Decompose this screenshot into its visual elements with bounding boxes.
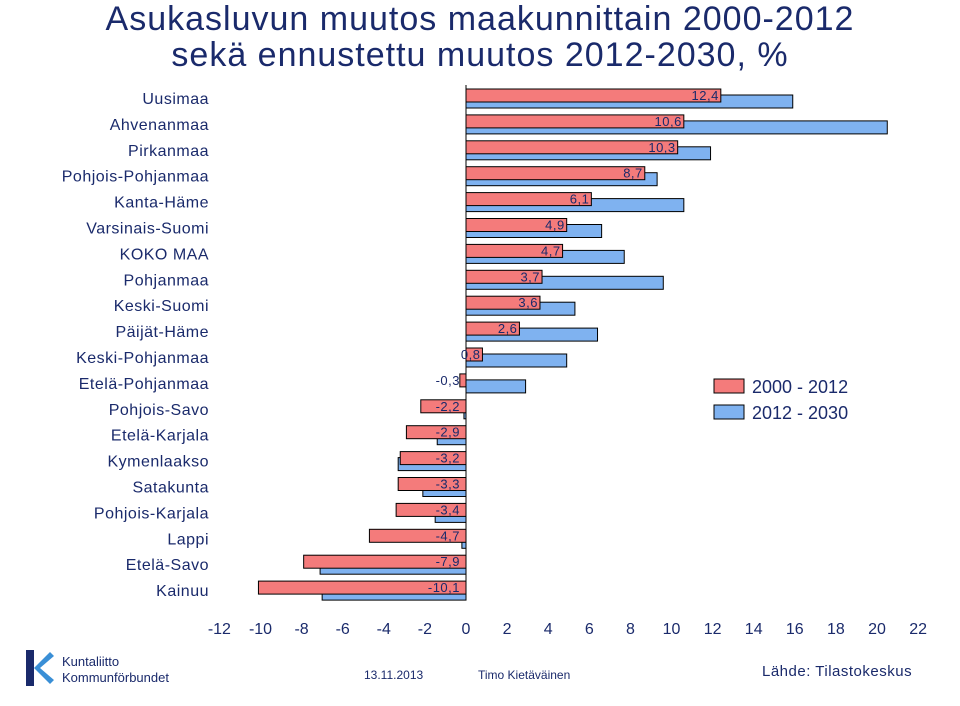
category-label: Varsinais-Suomi	[86, 221, 209, 238]
data-labels: 12,4 10,6 10,3 8,7 6,1 4,9 4,73,7 3,62,6 0,8-0,3…	[428, 88, 719, 595]
x-tick-label: 18	[827, 621, 845, 638]
x-tick-label: 4	[544, 621, 553, 638]
data-label: -0,3	[436, 373, 460, 388]
x-tick-label: -4	[377, 621, 391, 638]
category-label: Pohjois-Pohjanmaa	[62, 169, 209, 186]
footer-author: Timo Kietäväinen	[478, 668, 571, 682]
x-tick-label: 16	[786, 621, 804, 638]
bar-2000-2012	[459, 373, 467, 388]
x-tick-labels: -12 -10 -8 -6 -4 -2 0 2 4 6 8 10 12 14 16 18 20 22	[208, 621, 927, 638]
x-tick-label: 6	[585, 621, 594, 638]
x-tick-label: -12	[208, 621, 231, 638]
chart-title-line1: Asukasluvun muutos maakunnittain 2000-20…	[105, 0, 855, 38]
logo-text-line1: Kuntaliitto	[62, 654, 119, 669]
category-label: Pohjois-Savo	[109, 402, 209, 419]
bar-2000-2012	[465, 140, 679, 155]
category-label: Kymenlaakso	[107, 454, 209, 471]
x-tick-label: 14	[745, 621, 763, 638]
data-label: 3,6	[518, 295, 538, 310]
category-label: Keski-Pohjanmaa	[76, 350, 209, 367]
footer-date: 13.11.2013	[364, 668, 424, 682]
category-label: Uusimaa	[142, 91, 209, 108]
data-label: 10,6	[655, 114, 682, 129]
x-tick-label: 2	[503, 621, 512, 638]
bars	[257, 85, 888, 601]
logo-text-line2: Kommunförbundet	[62, 670, 169, 685]
x-tick-label: 12	[704, 621, 722, 638]
data-label: -3,4	[436, 502, 460, 517]
category-label: Etelä-Pohjanmaa	[79, 376, 209, 393]
chart-title-line2: sekä ennustettu muutos 2012-2030, %	[171, 36, 789, 74]
bar-2000-2012	[465, 114, 685, 129]
x-tick-label: 20	[868, 621, 886, 638]
x-tick-label: 0	[462, 621, 471, 638]
x-tick-label: -6	[336, 621, 350, 638]
x-tick-label: 8	[626, 621, 635, 638]
x-tick-label: 10	[663, 621, 681, 638]
legend-label-2012-2030: 2012 - 2030	[752, 403, 848, 423]
legend-swatch-2012-2030	[713, 404, 745, 420]
data-label: 8,7	[623, 166, 643, 181]
data-label: 4,9	[545, 218, 565, 233]
category-label: Kanta-Häme	[114, 195, 209, 212]
data-label: 2,6	[498, 321, 518, 336]
legend-label-2000-2012: 2000 - 2012	[752, 377, 848, 397]
category-label: Pohjois-Karjala	[94, 505, 209, 522]
legend: 2000 - 2012 2012 - 2030	[706, 370, 880, 428]
bar-2000-2012	[465, 166, 646, 181]
data-label: -2,2	[436, 399, 460, 414]
data-label: 0,8	[461, 347, 481, 362]
data-label: 12,4	[692, 88, 719, 103]
category-label: Etelä-Karjala	[111, 428, 209, 445]
legend-swatch-2000-2012	[713, 378, 745, 394]
category-label: Kainuu	[156, 583, 209, 600]
category-label: Pohjanmaa	[124, 272, 209, 289]
data-label: -7,9	[436, 554, 460, 569]
x-tick-label: -10	[249, 621, 272, 638]
data-label: -4,7	[436, 528, 460, 543]
data-label: 4,7	[541, 243, 561, 258]
data-label: -3,3	[436, 477, 460, 492]
category-label: Keski-Suomi	[114, 298, 209, 315]
x-tick-label: -2	[418, 621, 432, 638]
category-labels: Uusimaa Ahvenanmaa Pirkanmaa Pohjois-Pohjan…	[62, 91, 209, 600]
category-label: Satakunta	[132, 480, 209, 497]
data-label: -3,2	[436, 451, 460, 466]
category-label: KOKO MAA	[120, 246, 209, 263]
data-label: -2,9	[436, 425, 460, 440]
data-label: -10,1	[428, 580, 460, 595]
kuntaliitto-logo: Kuntaliitto Kommunförbundet	[26, 650, 169, 686]
data-label: 6,1	[570, 192, 590, 207]
data-label: 3,7	[520, 269, 540, 284]
x-tick-label: 22	[909, 621, 927, 638]
data-label: 10,3	[648, 140, 675, 155]
bar-2012-2030	[465, 379, 527, 394]
category-label: Etelä-Savo	[126, 557, 209, 574]
source-note: Lähde: Tilastokeskus	[762, 663, 913, 680]
x-tick-label: -8	[294, 621, 308, 638]
category-label: Pirkanmaa	[128, 143, 209, 160]
category-label: Lappi	[167, 531, 209, 548]
bar-2000-2012	[465, 88, 722, 103]
category-label: Ahvenanmaa	[110, 117, 209, 134]
category-label: Päijät-Häme	[115, 324, 209, 341]
